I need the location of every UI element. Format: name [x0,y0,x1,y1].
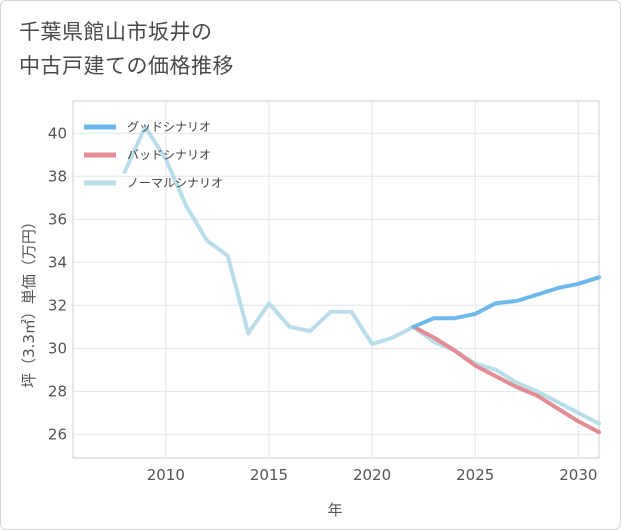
legend-label-0: グッドシナリオ [127,120,211,134]
x-axis-ticks: 2010 2015 2020 2025 2030 [147,466,598,484]
legend-label-2: ノーマルシナリオ [127,176,223,190]
y-tick-label: 38 [48,167,67,185]
chart-title-line2: 中古戸建ての価格推移 [19,54,234,78]
legend-label-1: バッドシナリオ [127,148,211,162]
x-tick-label: 2030 [559,466,597,484]
y-tick-label: 32 [48,296,67,314]
x-tick-label: 2020 [353,466,391,484]
series-lines [122,124,601,435]
y-tick-label: 36 [48,210,67,228]
chart-title-line1: 千葉県館山市坂井の [19,20,213,44]
y-tick-label: 34 [48,253,67,271]
x-axis-title: 年 [327,501,342,519]
grid-lines [73,101,599,458]
x-tick-label: 2025 [456,466,494,484]
series-line-0 [411,275,601,329]
series-line-2 [122,124,601,426]
x-tick-label: 2010 [147,466,185,484]
y-tick-label: 40 [48,124,67,142]
y-tick-label: 28 [48,382,67,400]
y-axis-ticks: 26 28 30 32 34 36 38 40 [48,124,67,443]
y-tick-label: 26 [48,425,67,443]
series-line-1 [411,324,601,435]
y-axis-title: 坪（3.3㎡）単価（万円） [20,214,38,388]
chart-title: 千葉県館山市坂井の 中古戸建ての価格推移 [19,15,234,83]
y-tick-label: 30 [48,339,67,357]
x-tick-label: 2015 [250,466,288,484]
plot-area [72,100,600,459]
